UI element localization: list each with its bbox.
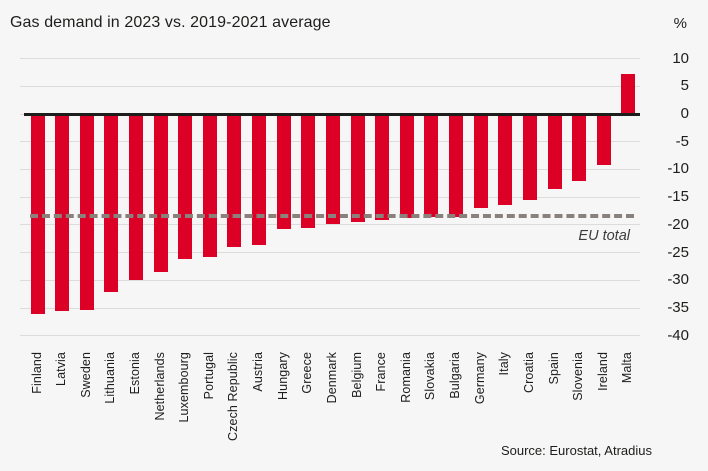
y-tick-label: -10 bbox=[667, 160, 689, 178]
chart-title: Gas demand in 2023 vs. 2019-2021 average bbox=[10, 14, 331, 31]
bar-hungary bbox=[276, 114, 291, 229]
y-tick-label: -15 bbox=[667, 188, 689, 206]
bar-belgium bbox=[350, 114, 365, 223]
x-axis-label: Latvia bbox=[54, 352, 69, 386]
bar-romania bbox=[399, 114, 414, 218]
gridline bbox=[20, 335, 640, 337]
x-axis-label: Estonia bbox=[127, 352, 142, 395]
bar-austria bbox=[252, 114, 267, 245]
bar-ireland bbox=[596, 114, 611, 166]
source-note: Source: Eurostat, Atradius bbox=[500, 443, 652, 458]
bar-netherlands bbox=[153, 114, 168, 273]
y-tick-label: 0 bbox=[680, 105, 689, 122]
x-axis-label: Sweden bbox=[78, 352, 93, 398]
bar-czech-republic bbox=[227, 114, 242, 248]
bar-germany bbox=[473, 114, 488, 208]
x-axis-label: Belgium bbox=[349, 352, 364, 398]
bar-lithuania bbox=[104, 114, 119, 292]
x-axis-label: Ireland bbox=[595, 352, 610, 391]
gridline bbox=[20, 307, 640, 309]
reference-line-label: EU total bbox=[578, 228, 630, 244]
x-axis-label: Lithuania bbox=[103, 352, 118, 404]
gridline bbox=[20, 58, 640, 60]
x-axis-label: Luxembourg bbox=[177, 352, 192, 423]
x-axis-label: Croatia bbox=[521, 352, 536, 393]
x-axis-label: Spain bbox=[546, 352, 561, 385]
x-axis-label: Greece bbox=[300, 352, 315, 394]
x-axis-label: Netherlands bbox=[152, 352, 167, 421]
bar-croatia bbox=[522, 114, 537, 200]
x-axis-label: Italy bbox=[497, 352, 512, 376]
zero-axis-line bbox=[24, 112, 640, 116]
bar-greece bbox=[301, 114, 316, 229]
x-axis-label: France bbox=[374, 352, 389, 392]
y-tick-label: -20 bbox=[667, 215, 689, 233]
bar-italy bbox=[498, 114, 513, 205]
bar-estonia bbox=[128, 114, 143, 281]
y-tick-label: -35 bbox=[667, 299, 689, 317]
x-axis-label: Hungary bbox=[275, 352, 290, 400]
gridline bbox=[20, 85, 640, 87]
x-axis-label: Slovakia bbox=[423, 352, 438, 401]
eu-total-reference-line bbox=[30, 213, 634, 218]
x-axis-label: Germany bbox=[472, 352, 487, 405]
y-axis-unit-label: % bbox=[673, 15, 687, 32]
bar-bulgaria bbox=[449, 114, 464, 217]
bar-slovenia bbox=[572, 114, 587, 181]
bar-spain bbox=[547, 114, 562, 190]
y-tick-label: 10 bbox=[672, 49, 689, 67]
bar-slovakia bbox=[424, 114, 439, 218]
bar-latvia bbox=[55, 114, 70, 311]
x-axis-label: Finland bbox=[29, 352, 44, 394]
bar-luxembourg bbox=[178, 114, 193, 260]
bar-denmark bbox=[325, 114, 340, 224]
y-tick-label: -30 bbox=[667, 271, 689, 289]
bar-portugal bbox=[202, 114, 217, 257]
x-axis-label: Czech Republic bbox=[226, 352, 241, 441]
x-axis-label: Bulgaria bbox=[448, 352, 463, 399]
x-axis-label: Romania bbox=[398, 352, 413, 403]
x-axis-label: Slovenia bbox=[571, 352, 586, 401]
gridline bbox=[20, 224, 640, 226]
bar-malta bbox=[621, 74, 636, 114]
gridline bbox=[20, 252, 640, 254]
y-tick-label: -25 bbox=[667, 243, 689, 261]
x-axis-label: Malta bbox=[620, 352, 635, 384]
bar-france bbox=[375, 114, 390, 220]
x-axis-label: Austria bbox=[251, 352, 266, 392]
x-axis-label: Denmark bbox=[324, 352, 339, 404]
x-axis-label: Portugal bbox=[201, 352, 216, 400]
y-tick-label: -40 bbox=[667, 326, 689, 344]
y-tick-label: 5 bbox=[680, 77, 689, 95]
y-tick-label: -5 bbox=[675, 132, 689, 150]
gridline bbox=[20, 279, 640, 281]
bar-sweden bbox=[79, 114, 94, 310]
